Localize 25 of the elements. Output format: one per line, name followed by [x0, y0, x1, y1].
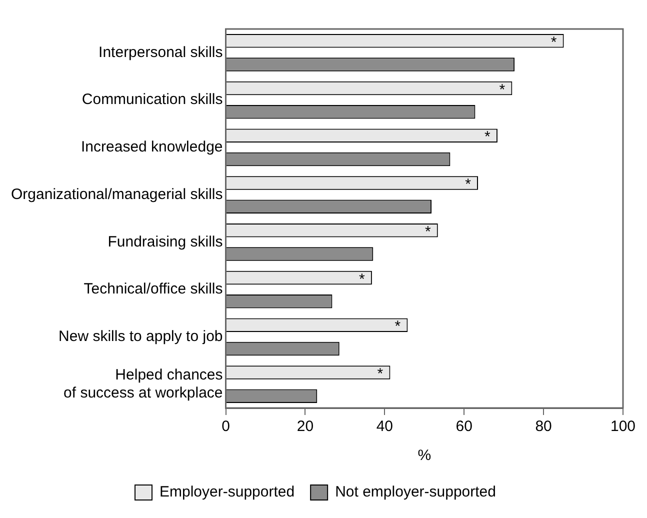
annotation: *	[359, 270, 366, 288]
y-tick-label: Fundraising skills	[108, 233, 223, 250]
annotation: *	[465, 176, 472, 194]
annotation: *	[484, 128, 491, 146]
y-tick-label: Helped chances of success at workplace	[64, 366, 223, 402]
annotation: *	[424, 223, 431, 240]
annotation: *	[394, 318, 401, 336]
legend-label: Employer-supported	[160, 484, 295, 501]
x-tick-label: 40	[376, 418, 394, 436]
x-tick-label: 0	[222, 418, 230, 436]
x-axis-title: %	[418, 447, 432, 464]
y-tick-label: New skills to apply to job	[58, 328, 223, 346]
annotation: *	[499, 81, 506, 98]
y-tick-label: Communication skills	[82, 91, 223, 108]
x-tick-label: 100	[610, 418, 636, 436]
y-tick-label: Organizational/managerial skills	[11, 186, 223, 203]
y-tick-label: Technical/office skills	[84, 280, 223, 298]
annotation: *	[550, 34, 557, 51]
x-tick-label: 20	[296, 418, 314, 436]
y-tick-label: Increased knowledge	[81, 138, 223, 156]
x-tick-label: 60	[456, 418, 472, 436]
x-tick-label: 80	[535, 418, 552, 436]
y-tick-label: Interpersonal skills	[98, 44, 223, 61]
legend-label: Not employer-supported	[335, 484, 496, 501]
annotation: *	[377, 366, 384, 383]
